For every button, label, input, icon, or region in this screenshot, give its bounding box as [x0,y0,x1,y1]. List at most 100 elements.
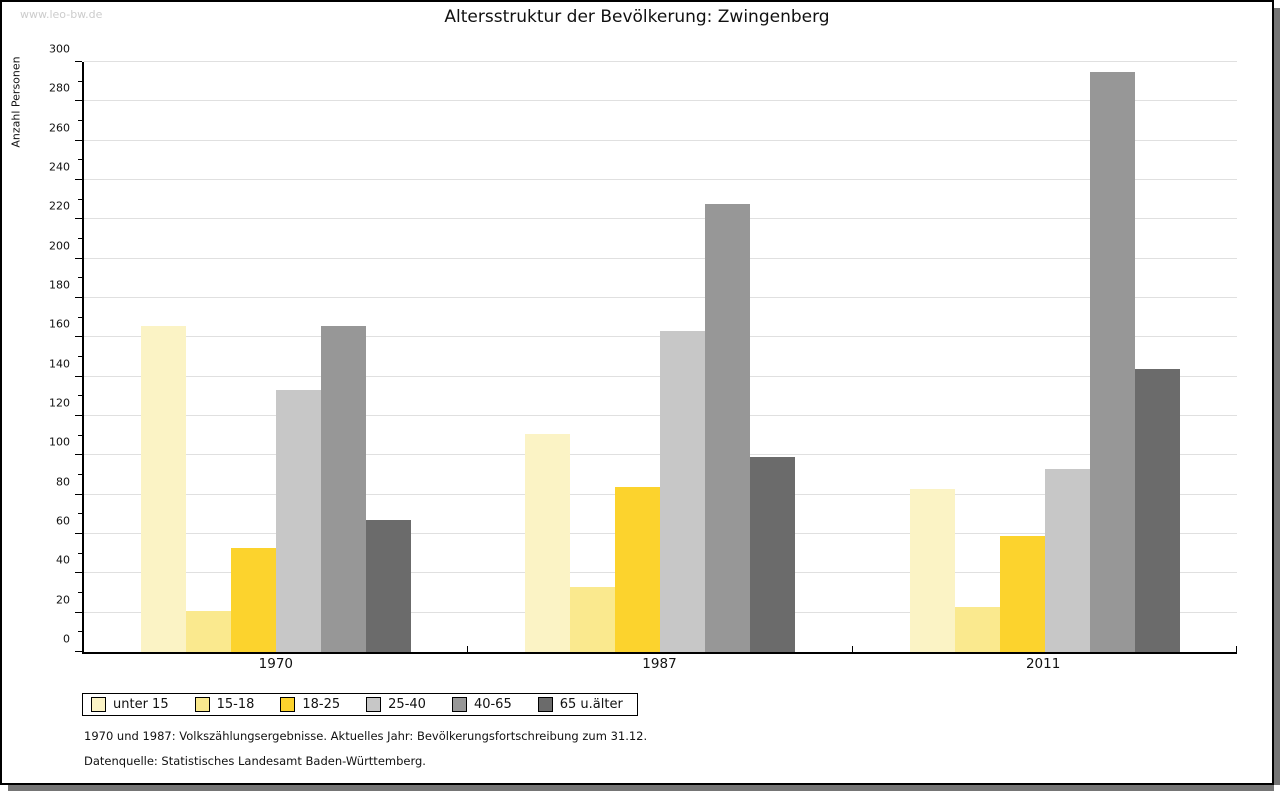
frame-shadow-bottom [8,785,1274,791]
legend-swatch [451,697,467,712]
legend-item-18-25: 18-25 [280,697,340,712]
gridline [84,297,1237,298]
bar-1987-25-40 [660,331,706,652]
x-axis-labels: 1970 1987 2011 [84,656,1235,672]
x-tick-label-2011: 2011 [1025,656,1061,672]
bar-1987-15-18 [570,587,616,652]
y-tick-label: 200 [49,239,70,253]
bar-1987-40-65 [705,203,751,652]
y-major-tick [75,454,82,456]
bar-1987-unter-15 [525,433,571,652]
x-boundary-tick [467,646,469,652]
bar-group-1987 [468,62,852,652]
legend-label: 65 u.älter [559,697,623,712]
chart-title: Altersstruktur der Bevölkerung: Zwingenb… [444,7,830,27]
y-minor-tick [78,395,82,397]
y-tick-label: 300 [49,42,70,56]
y-tick-label: 40 [56,553,70,567]
x-tick-label-1970: 1970 [258,656,293,672]
y-minor-tick [78,552,82,554]
y-tick-label: 140 [49,357,70,371]
legend-swatch [91,697,106,712]
legend: unter 15 15-18 18-25 25-40 40-65 65 u.älter [82,693,638,716]
y-minor-tick [78,474,82,475]
y-tick-label: 80 [56,475,70,489]
y-minor-tick [78,198,82,200]
y-minor-tick [78,159,82,161]
y-minor-tick [78,631,82,633]
legend-item-unter-15: unter 15 [91,697,169,712]
legend-swatch [366,697,382,712]
bar-2011-65-u.älter [1134,368,1180,652]
bar-1970-unter-15 [141,325,187,652]
y-tick-label: 20 [56,593,70,607]
bar-2011-40-65 [1089,71,1135,652]
footnote-sources: 1970 und 1987: Volkszählungsergebnisse. … [84,729,648,743]
footnote-dataquelle: Datenquelle: Statistisches Landesamt Bad… [84,754,426,768]
y-tick-label: 100 [49,435,70,449]
y-minor-tick [78,80,82,82]
y-major-tick [75,139,82,141]
bar-1970-65-u.älter [366,520,412,652]
y-major-tick [75,375,82,377]
legend-swatch [280,697,296,712]
y-tick-label: 60 [56,514,70,528]
y-major-tick [75,100,82,102]
bar-group-1970 [84,62,468,652]
y-tick-label: 280 [49,81,70,95]
y-tick-label: 180 [49,278,70,292]
y-tick-label: 260 [49,121,70,135]
bar-2011-unter-15 [909,488,955,652]
y-tick-label: 120 [49,396,70,410]
plot-area [82,61,1237,654]
legend-label: unter 15 [113,697,169,712]
gridline [84,61,1237,62]
legend-label: 18-25 [302,697,341,712]
legend-swatch [537,697,553,712]
gridline [84,179,1237,180]
y-minor-tick [78,513,82,515]
y-major-tick [75,611,82,613]
legend-label: 40-65 [473,697,512,712]
y-minor-tick [78,277,82,279]
y-major-tick [75,336,82,338]
bar-1970-25-40 [276,390,322,652]
gridline [84,139,1237,141]
y-major-tick [75,61,82,62]
y-minor-tick [78,120,82,121]
y-tick-label: 240 [49,160,70,174]
bar-1987-18-25 [615,486,661,652]
bar-1970-40-65 [321,325,367,652]
y-major-tick [75,257,82,259]
y-axis: 0 20 40 60 80 100 120 140 160 180 200 220 240 260 280 3… [2,43,82,652]
bar-1987-65-u.älter [750,457,796,652]
bar-group-2011 [853,62,1237,652]
gridline [84,100,1237,102]
y-major-tick [75,179,82,180]
x-boundary-tick [1236,646,1237,652]
y-major-tick [75,493,82,495]
x-tick-label-1987: 1987 [642,656,677,672]
y-major-tick [75,297,82,298]
y-major-tick [75,572,82,574]
bar-2011-15-18 [954,606,1000,652]
legend-label: 25-40 [388,697,426,712]
bar-2011-25-40 [1044,469,1090,652]
y-minor-tick [78,434,82,436]
legend-swatch [194,697,210,712]
y-major-tick [75,533,82,534]
y-major-tick [75,651,82,652]
y-tick-label: 0 [63,632,70,646]
y-minor-tick [78,238,82,239]
gridline [84,218,1237,220]
gridline [84,257,1237,259]
frame-shadow-right [1274,8,1280,785]
y-major-tick [75,218,82,220]
y-tick-label: 220 [49,199,70,213]
bar-groups [84,62,1237,652]
y-minor-tick [78,356,82,357]
y-tick-label: 160 [49,317,70,331]
legend-item-25-40: 25-40 [366,697,426,712]
legend-label: 15-18 [216,697,255,712]
